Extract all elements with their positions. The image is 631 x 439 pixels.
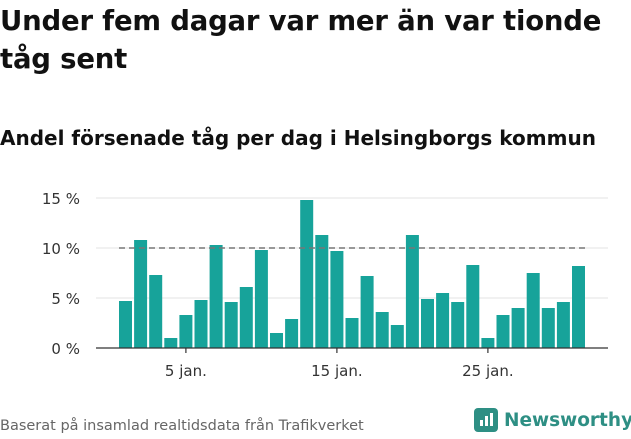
chart-title: Under fem dagar var mer än var tionde tå… <box>0 5 602 75</box>
bar <box>239 287 253 348</box>
bar <box>164 338 178 348</box>
bar <box>421 299 434 348</box>
y-tick-label: 15 % <box>42 190 80 208</box>
bar <box>300 200 314 348</box>
brand-logo[interactable]: Newsworthy <box>474 408 631 432</box>
y-tick-label: 5 % <box>51 290 80 308</box>
bar <box>496 315 510 348</box>
bar <box>526 273 540 348</box>
bar <box>315 235 329 348</box>
chart-subtitle: Andel försenade tåg per dag i Helsingbor… <box>0 126 596 150</box>
bar <box>405 235 419 348</box>
source-note: Baserat på insamlad realtidsdata från Tr… <box>0 418 364 434</box>
bar <box>179 315 193 348</box>
x-tick-label: 25 jan. <box>462 362 514 380</box>
bar <box>345 318 359 348</box>
brand-name: Newsworthy <box>504 409 631 431</box>
bar <box>390 325 404 348</box>
bar <box>224 302 238 348</box>
bar <box>375 312 389 348</box>
bar <box>556 302 570 348</box>
bar <box>511 308 525 348</box>
bar-chart: 0 % 5 % 10 % 15 % 5 jan. 15 jan. 25 jan. <box>42 190 608 380</box>
bar <box>330 251 344 348</box>
bar <box>481 338 495 348</box>
x-tick-label: 15 jan. <box>311 362 363 380</box>
bar <box>466 265 480 348</box>
bar <box>360 276 374 348</box>
bar <box>254 250 268 348</box>
newsworthy-logo-icon <box>474 408 498 432</box>
y-tick-label: 10 % <box>42 240 80 258</box>
x-tick-label: 5 jan. <box>165 362 207 380</box>
bar <box>209 245 223 348</box>
bar <box>119 301 132 348</box>
bar <box>436 293 450 348</box>
bar <box>134 240 148 348</box>
bar <box>451 302 465 348</box>
bar <box>270 333 283 348</box>
bar <box>194 300 208 348</box>
bar <box>572 266 585 348</box>
bar <box>285 319 299 348</box>
bar <box>541 308 555 348</box>
y-tick-label: 0 % <box>51 340 80 358</box>
bar <box>149 275 163 348</box>
